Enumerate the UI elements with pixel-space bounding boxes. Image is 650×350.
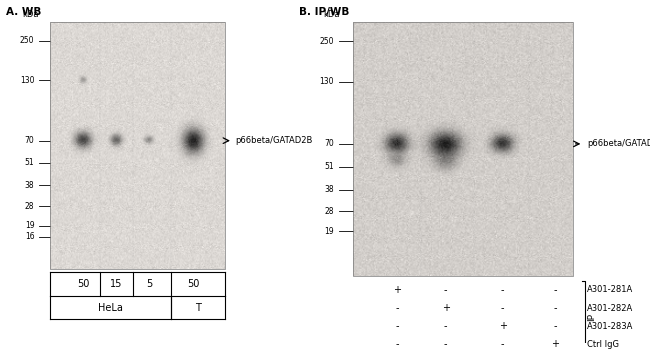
Text: -: - (501, 285, 504, 295)
Text: -: - (554, 321, 557, 331)
Text: 38: 38 (324, 185, 334, 194)
Text: -: - (444, 321, 447, 331)
Text: 130: 130 (320, 77, 334, 86)
Text: 250: 250 (320, 37, 334, 46)
Text: 5: 5 (146, 279, 153, 289)
Text: A301-282A: A301-282A (587, 303, 633, 313)
Bar (50, 22, 224, 269)
Text: -: - (444, 285, 447, 295)
Text: A301-283A: A301-283A (587, 322, 633, 331)
Text: 130: 130 (20, 76, 34, 85)
Text: A301-281A: A301-281A (587, 285, 633, 294)
Text: B. IP/WB: B. IP/WB (299, 7, 350, 17)
Text: 51: 51 (25, 159, 34, 167)
Text: 70: 70 (25, 136, 34, 145)
Text: -: - (396, 303, 399, 313)
Text: IP: IP (587, 313, 596, 321)
Bar (354, 22, 573, 276)
Text: 19: 19 (324, 227, 334, 236)
Text: p66beta/GATAD2B: p66beta/GATAD2B (587, 139, 650, 148)
Text: 50: 50 (77, 279, 89, 289)
Text: +: + (551, 340, 559, 349)
Text: -: - (396, 321, 399, 331)
Text: -: - (501, 303, 504, 313)
Text: -: - (501, 340, 504, 349)
Text: 28: 28 (25, 202, 34, 211)
Text: 38: 38 (25, 181, 34, 190)
Text: 19: 19 (25, 221, 34, 230)
Text: T: T (195, 303, 201, 313)
Text: A. WB: A. WB (6, 7, 42, 17)
Text: -: - (444, 340, 447, 349)
Text: -: - (396, 340, 399, 349)
Text: 50: 50 (187, 279, 200, 289)
Text: -: - (554, 285, 557, 295)
Text: 70: 70 (324, 139, 334, 148)
Text: 51: 51 (324, 162, 334, 171)
Text: p66beta/GATAD2B: p66beta/GATAD2B (236, 136, 313, 145)
Text: HeLa: HeLa (98, 303, 123, 313)
Text: +: + (393, 285, 401, 295)
Text: 250: 250 (20, 36, 34, 45)
Text: -: - (554, 303, 557, 313)
Text: kDa: kDa (323, 10, 339, 19)
Text: 28: 28 (324, 206, 334, 216)
Text: 16: 16 (25, 232, 34, 241)
Text: 15: 15 (110, 279, 122, 289)
Text: +: + (441, 303, 450, 313)
Text: +: + (499, 321, 506, 331)
Text: kDa: kDa (22, 10, 38, 19)
Text: Ctrl IgG: Ctrl IgG (587, 340, 619, 349)
